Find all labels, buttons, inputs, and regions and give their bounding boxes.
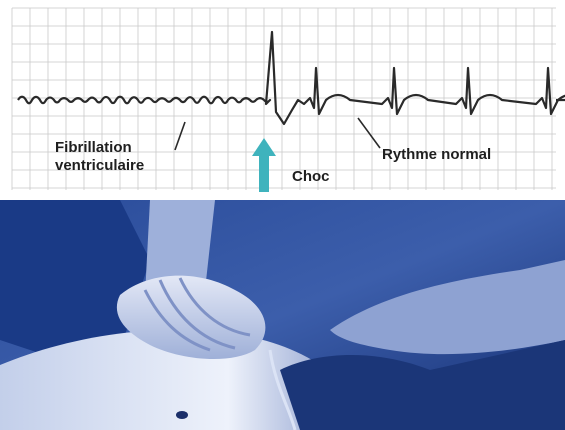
second-rescuer-arm bbox=[330, 260, 565, 355]
defibrillator-pad bbox=[176, 411, 188, 419]
shock-arrow-icon bbox=[252, 138, 276, 192]
fibrillation-pointer-line bbox=[174, 121, 186, 151]
rescuer-shirt bbox=[0, 200, 150, 360]
ecg-panel: Fibrillation ventriculaire Choc Rythme n… bbox=[0, 0, 565, 200]
ecg-trace bbox=[17, 30, 565, 126]
fibrillation-label: Fibrillation ventriculaire bbox=[55, 139, 144, 175]
normal-rhythm-pointer-line bbox=[357, 117, 381, 149]
rescuer-hands bbox=[116, 275, 266, 360]
pad-wire bbox=[268, 349, 297, 430]
cpr-photo-illustration bbox=[0, 200, 565, 430]
fibrillation-label-line2: ventriculaire bbox=[55, 157, 145, 174]
patient-shirt bbox=[280, 340, 565, 430]
normal-rhythm-label: Rythme normal bbox=[382, 146, 492, 163]
cpr-photo bbox=[0, 200, 565, 430]
fibrillation-label-line1: Fibrillation bbox=[55, 139, 132, 156]
shock-label: Choc bbox=[292, 168, 330, 185]
ecg-diagram bbox=[11, 7, 565, 192]
rescuer-fingers bbox=[143, 277, 251, 352]
